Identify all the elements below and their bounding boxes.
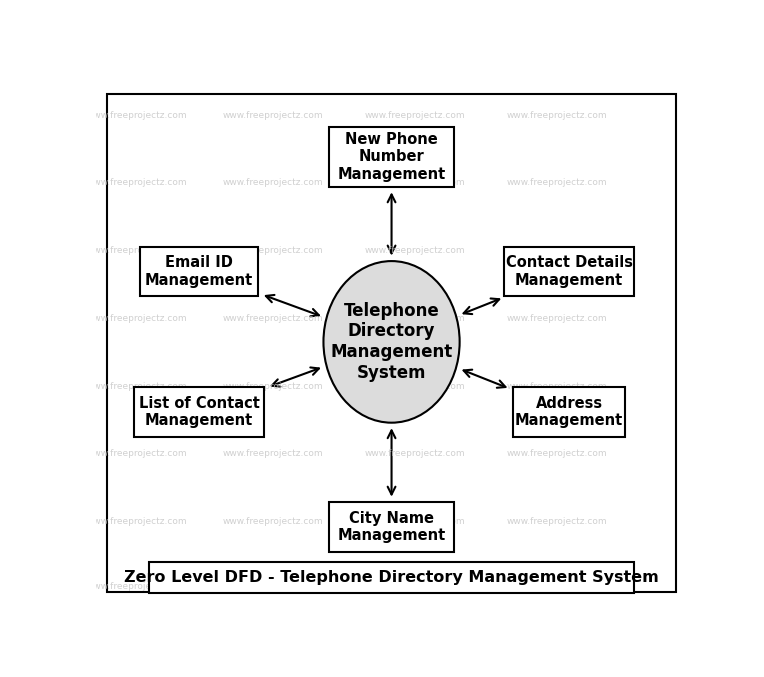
Text: www.freeprojectz.com: www.freeprojectz.com — [86, 382, 187, 391]
Text: www.freeprojectz.com: www.freeprojectz.com — [86, 450, 187, 458]
Text: www.freeprojectz.com: www.freeprojectz.com — [86, 314, 187, 323]
Bar — [513, 387, 626, 437]
Text: www.freeprojectz.com: www.freeprojectz.com — [86, 110, 187, 120]
Ellipse shape — [323, 261, 460, 422]
Text: www.freeprojectz.com: www.freeprojectz.com — [365, 382, 465, 391]
Text: www.freeprojectz.com: www.freeprojectz.com — [223, 179, 323, 188]
Text: www.freeprojectz.com: www.freeprojectz.com — [223, 582, 323, 592]
Bar — [329, 127, 454, 187]
Text: www.freeprojectz.com: www.freeprojectz.com — [223, 450, 323, 458]
Text: Email ID
Management: Email ID Management — [145, 255, 253, 288]
Text: www.freeprojectz.com: www.freeprojectz.com — [365, 314, 465, 323]
Text: www.freeprojectz.com: www.freeprojectz.com — [223, 110, 323, 120]
Text: Zero Level DFD - Telephone Directory Management System: Zero Level DFD - Telephone Directory Man… — [125, 570, 659, 585]
Bar — [504, 246, 634, 297]
Text: www.freeprojectz.com: www.freeprojectz.com — [365, 582, 465, 592]
Text: www.freeprojectz.com: www.freeprojectz.com — [507, 382, 607, 391]
Text: www.freeprojectz.com: www.freeprojectz.com — [507, 582, 607, 592]
Text: www.freeprojectz.com: www.freeprojectz.com — [365, 179, 465, 188]
Text: www.freeprojectz.com: www.freeprojectz.com — [365, 110, 465, 120]
Bar — [149, 563, 634, 592]
Text: www.freeprojectz.com: www.freeprojectz.com — [223, 382, 323, 391]
Text: www.freeprojectz.com: www.freeprojectz.com — [507, 450, 607, 458]
Text: www.freeprojectz.com: www.freeprojectz.com — [223, 246, 323, 255]
Text: www.freeprojectz.com: www.freeprojectz.com — [86, 246, 187, 255]
Text: www.freeprojectz.com: www.freeprojectz.com — [507, 179, 607, 188]
Text: www.freeprojectz.com: www.freeprojectz.com — [365, 246, 465, 255]
Text: www.freeprojectz.com: www.freeprojectz.com — [223, 517, 323, 526]
Text: www.freeprojectz.com: www.freeprojectz.com — [507, 314, 607, 323]
Text: www.freeprojectz.com: www.freeprojectz.com — [365, 517, 465, 526]
Text: Contact Details
Management: Contact Details Management — [506, 255, 633, 288]
Text: City Name
Management: City Name Management — [338, 510, 445, 543]
Text: www.freeprojectz.com: www.freeprojectz.com — [86, 517, 187, 526]
Bar — [134, 387, 264, 437]
Text: Telephone
Directory
Management
System: Telephone Directory Management System — [330, 302, 453, 382]
Text: www.freeprojectz.com: www.freeprojectz.com — [507, 517, 607, 526]
Text: www.freeprojectz.com: www.freeprojectz.com — [507, 110, 607, 120]
Text: www.freeprojectz.com: www.freeprojectz.com — [86, 179, 187, 188]
Bar — [140, 246, 258, 297]
Text: www.freeprojectz.com: www.freeprojectz.com — [365, 450, 465, 458]
Text: www.freeprojectz.com: www.freeprojectz.com — [223, 314, 323, 323]
Text: www.freeprojectz.com: www.freeprojectz.com — [507, 246, 607, 255]
Text: New Phone
Number
Management: New Phone Number Management — [338, 132, 445, 181]
Bar — [329, 502, 454, 552]
Text: www.freeprojectz.com: www.freeprojectz.com — [86, 582, 187, 592]
Text: Address
Management: Address Management — [515, 396, 623, 429]
Text: List of Contact
Management: List of Contact Management — [139, 396, 260, 429]
